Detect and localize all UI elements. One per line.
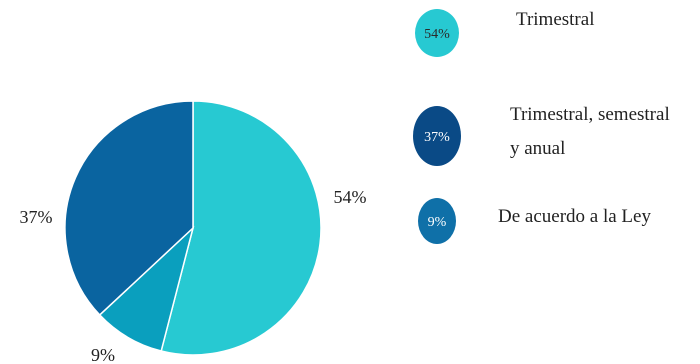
- legend-item: 9% De acuerdo a la Ley: [418, 198, 651, 244]
- legend-badge: [418, 198, 456, 244]
- legend-label: Trimestral: [516, 9, 594, 30]
- legend-label: De acuerdo a la Ley: [498, 206, 651, 227]
- legend-badge: [415, 9, 459, 57]
- slice-value-label: 9%: [91, 345, 115, 364]
- legend: 54% Trimestral 37% Trimestral, semestral y a…: [413, 9, 670, 244]
- slice-labels: 54% 9% 37%: [20, 187, 367, 364]
- legend-label: Trimestral, semestral: [510, 104, 670, 125]
- slice-value-label: 54%: [334, 187, 367, 207]
- pie-slices: [64, 100, 322, 356]
- legend-badge-label: 54%: [424, 27, 450, 42]
- legend-badge-label: 9%: [428, 215, 447, 230]
- legend-label: y anual: [510, 138, 565, 159]
- legend-badge-label: 37%: [424, 130, 450, 145]
- slice-value-label: 37%: [20, 207, 53, 227]
- legend-item: 54% Trimestral: [415, 9, 594, 57]
- pie-slice-1: [160, 100, 322, 356]
- pie-slice-3: [64, 100, 194, 316]
- legend-badge: [413, 106, 461, 166]
- legend-item: 37% Trimestral, semestral y anual: [413, 104, 670, 166]
